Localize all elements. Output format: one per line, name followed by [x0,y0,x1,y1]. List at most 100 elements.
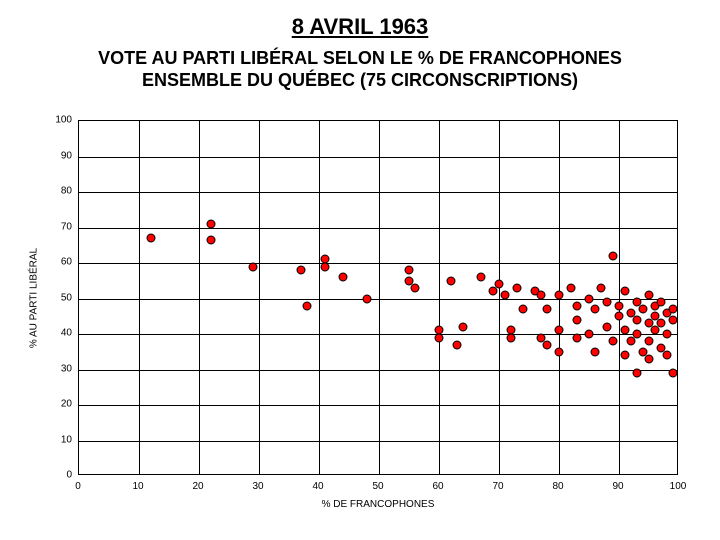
data-point [609,251,618,260]
data-point [657,298,666,307]
grid-horizontal [79,263,677,264]
data-point [591,347,600,356]
y-tick: 80 [50,186,72,197]
data-point [147,234,156,243]
data-point [249,262,258,271]
data-point [603,298,612,307]
data-point [513,283,522,292]
x-tick: 40 [312,481,323,492]
data-point [669,315,678,324]
data-point [669,369,678,378]
data-point [555,326,564,335]
grid-vertical [619,121,620,474]
x-axis-label: % DE FRANCOPHONES [78,499,678,510]
grid-vertical [499,121,500,474]
data-point [519,305,528,314]
y-tick: 100 [50,115,72,126]
data-point [495,280,504,289]
y-tick: 50 [50,292,72,303]
x-tick: 30 [252,481,263,492]
grid-horizontal [79,405,677,406]
data-point [645,354,654,363]
plot-area [78,120,678,475]
data-point [645,337,654,346]
data-point [501,290,510,299]
data-point [603,322,612,331]
grid-vertical [439,121,440,474]
y-tick: 30 [50,363,72,374]
data-point [207,235,216,244]
data-point [543,305,552,314]
y-axis-label: % AU PARTI LIBÉRAL [29,247,40,347]
data-point [567,283,576,292]
data-point [645,290,654,299]
y-tick: 90 [50,150,72,161]
data-point [597,283,606,292]
data-point [669,305,678,314]
data-point [363,294,372,303]
grid-horizontal [79,192,677,193]
x-tick: 70 [492,481,503,492]
data-point [555,347,564,356]
x-tick: 20 [192,481,203,492]
x-tick: 10 [132,481,143,492]
data-point [297,266,306,275]
grid-vertical [379,121,380,474]
grid-horizontal [79,441,677,442]
x-tick: 50 [372,481,383,492]
y-tick: 60 [50,257,72,268]
data-point [405,266,414,275]
y-tick: 70 [50,221,72,232]
grid-vertical [199,121,200,474]
data-point [585,294,594,303]
data-point [621,326,630,335]
data-point [555,290,564,299]
data-point [621,351,630,360]
grid-vertical [139,121,140,474]
grid-vertical [319,121,320,474]
data-point [615,312,624,321]
data-point [591,305,600,314]
y-tick: 0 [50,470,72,481]
data-point [339,273,348,282]
data-point [411,283,420,292]
x-tick: 100 [670,481,687,492]
data-point [537,290,546,299]
y-tick: 10 [50,434,72,445]
grid-vertical [259,121,260,474]
data-point [435,333,444,342]
x-tick: 90 [612,481,623,492]
data-point [573,315,582,324]
page: 8 AVRIL 1963 VOTE AU PARTI LIBÉRAL SELON… [0,0,720,540]
data-point [633,330,642,339]
y-tick: 40 [50,328,72,339]
data-point [507,333,516,342]
data-point [609,337,618,346]
data-point [477,273,486,282]
grid-horizontal [79,157,677,158]
data-point [615,301,624,310]
data-point [663,351,672,360]
data-point [543,340,552,349]
data-point [585,330,594,339]
data-point [303,301,312,310]
data-point [321,262,330,271]
data-point [663,330,672,339]
data-point [453,340,462,349]
x-tick: 60 [432,481,443,492]
data-point [573,333,582,342]
data-point [633,315,642,324]
data-point [573,301,582,310]
x-tick: 80 [552,481,563,492]
data-point [621,287,630,296]
grid-horizontal [79,228,677,229]
data-point [633,369,642,378]
x-tick: 0 [75,481,81,492]
y-tick: 20 [50,399,72,410]
data-point [207,219,216,228]
data-point [639,305,648,314]
data-point [447,276,456,285]
grid-horizontal [79,370,677,371]
scatter-chart: % AU PARTI LIBÉRAL % DE FRANCOPHONES 0 10… [0,0,720,540]
data-point [657,319,666,328]
